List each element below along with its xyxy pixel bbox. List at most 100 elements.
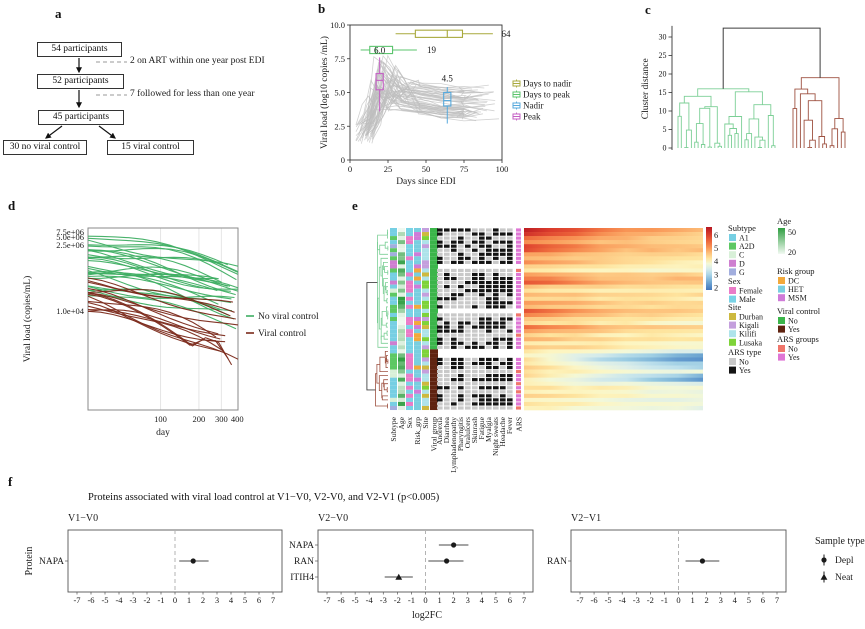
symptom-cell bbox=[479, 341, 485, 345]
symptom-cell bbox=[444, 394, 450, 398]
trajectory-line bbox=[88, 270, 235, 320]
column-label: Sex bbox=[405, 417, 414, 429]
symptom-cell bbox=[444, 228, 450, 232]
sex-cell bbox=[406, 397, 413, 402]
sex-cell bbox=[406, 268, 413, 273]
panel-c-dendrogram: 0 5 10 15 20 25 30 Cluster distance bbox=[641, 25, 846, 153]
risk-group-cell bbox=[414, 308, 421, 313]
risk-group-cell bbox=[414, 304, 421, 309]
legend-title: Site bbox=[728, 302, 741, 312]
trajectory-line bbox=[88, 235, 238, 275]
risk-group-cell bbox=[414, 393, 421, 398]
symptom-cell bbox=[437, 317, 443, 321]
risk-group-cell bbox=[414, 333, 421, 338]
legend-item-label: Lusaka bbox=[739, 338, 763, 347]
symptom-cell bbox=[458, 260, 464, 264]
site-cell bbox=[422, 260, 429, 265]
dendrogram-branch bbox=[840, 131, 846, 148]
symptom-cell bbox=[507, 357, 513, 362]
risk-group-cell bbox=[414, 405, 421, 411]
symptom-cell bbox=[493, 276, 499, 281]
heatmap-row bbox=[524, 397, 703, 403]
symptom-cell bbox=[507, 313, 513, 317]
viral-load-trajectory bbox=[363, 87, 478, 123]
risk-group-cell bbox=[414, 341, 421, 346]
symptom-cell bbox=[507, 378, 513, 382]
risk-group-cell bbox=[414, 228, 421, 233]
symptom-cell bbox=[451, 357, 457, 362]
symptom-cell bbox=[479, 289, 485, 293]
symptom-cell bbox=[465, 361, 471, 366]
y-tick-label: 15 bbox=[659, 88, 667, 97]
legend-item-label: Kilifi bbox=[739, 330, 757, 339]
y-tick-label: 20 bbox=[659, 70, 667, 79]
symptom-cell bbox=[493, 402, 499, 406]
panel-label-b: b bbox=[318, 1, 326, 16]
risk-group-cell bbox=[414, 296, 421, 301]
symptom-cell bbox=[486, 333, 492, 337]
age-cell bbox=[398, 397, 405, 402]
symptom-cell bbox=[493, 305, 499, 309]
legend-item-label: No bbox=[788, 345, 798, 354]
symptom-cell bbox=[465, 280, 471, 285]
symptom-cell bbox=[444, 272, 450, 277]
dendrogram-branch bbox=[771, 145, 776, 148]
heatmap-row bbox=[524, 381, 703, 387]
symptom-cell bbox=[507, 398, 513, 402]
symptom-cell bbox=[500, 248, 506, 252]
sex-cell bbox=[406, 385, 413, 390]
symptom-cell bbox=[458, 390, 464, 394]
symptom-cell bbox=[465, 321, 471, 325]
sex-cell bbox=[406, 373, 413, 378]
symptom-cell bbox=[493, 382, 499, 386]
symptom-cell bbox=[444, 236, 450, 240]
trajectory-line bbox=[88, 292, 238, 326]
symptom-cell bbox=[479, 406, 485, 410]
box bbox=[414, 29, 464, 38]
symptom-cell bbox=[486, 382, 492, 386]
heatmap-row bbox=[524, 256, 703, 261]
trajectory-line bbox=[88, 265, 219, 280]
trajectory-line bbox=[88, 256, 231, 292]
risk-group-cell bbox=[414, 248, 421, 253]
symptom-cell bbox=[500, 398, 506, 402]
trajectory-line bbox=[88, 239, 238, 267]
subtype-cell bbox=[390, 228, 397, 233]
subtype-cell bbox=[390, 308, 397, 313]
protein-label: NAPA bbox=[39, 557, 64, 567]
y-tick-label: 5.0 bbox=[334, 88, 345, 98]
legend-swatch bbox=[778, 325, 785, 333]
column-label: Age bbox=[397, 416, 406, 429]
viral-group-cell bbox=[430, 308, 438, 313]
symptom-cell bbox=[444, 325, 450, 329]
symptom-cell bbox=[444, 402, 450, 406]
heatmap-row bbox=[524, 232, 703, 237]
symptom-cell bbox=[472, 325, 478, 329]
symptom-cell bbox=[458, 382, 464, 386]
symptom-cell bbox=[465, 232, 471, 236]
symptom-cell bbox=[507, 374, 513, 378]
sex-cell bbox=[406, 272, 413, 277]
heatmap-row bbox=[524, 272, 703, 277]
sex-cell bbox=[406, 377, 413, 382]
symptom-cell bbox=[451, 260, 457, 264]
column-label: Oralulcers bbox=[463, 417, 472, 448]
symptom-cell bbox=[507, 305, 513, 309]
symptom-cell bbox=[479, 337, 485, 341]
symptom-cell bbox=[472, 378, 478, 382]
sex-cell bbox=[406, 244, 413, 249]
trajectory-line bbox=[88, 289, 231, 317]
symptom-cell bbox=[479, 365, 485, 370]
risk-group-cell bbox=[414, 321, 421, 326]
symptom-cell bbox=[444, 293, 450, 297]
heatmap-row bbox=[524, 308, 703, 314]
x-tick-label: 1 bbox=[437, 595, 441, 605]
x-tick-label: 0 bbox=[348, 164, 352, 174]
symptom-cell bbox=[465, 285, 471, 289]
box-label: 19 bbox=[427, 45, 437, 55]
heatmap-row bbox=[524, 353, 703, 358]
flow-box-45-participants: 45 participants bbox=[38, 110, 124, 125]
subtype-cell bbox=[390, 369, 397, 374]
symptom-cell bbox=[486, 236, 492, 240]
symptom-cell bbox=[465, 297, 471, 301]
